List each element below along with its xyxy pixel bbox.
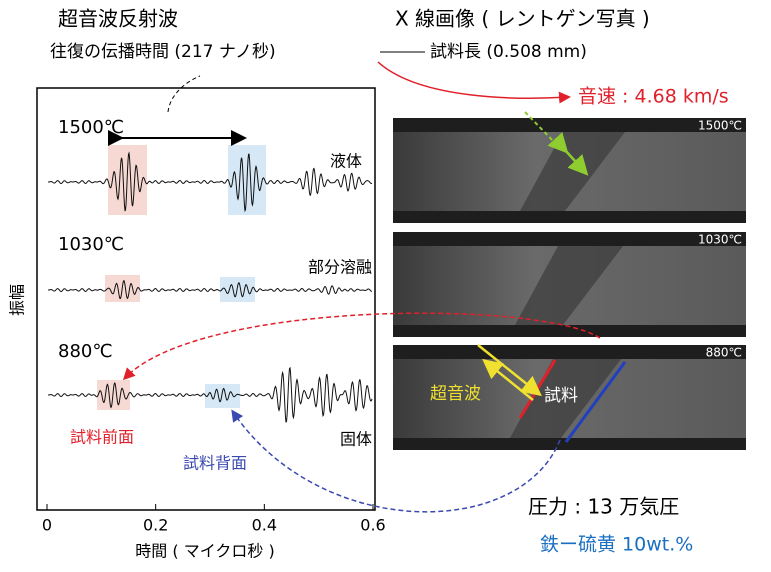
arrow xyxy=(377,61,571,104)
image-band xyxy=(393,345,746,359)
temperature: 1030℃ xyxy=(58,234,124,255)
image-band xyxy=(393,211,746,223)
image-temperature: 880℃ xyxy=(706,346,742,360)
plot: 0 0.2 0.4 0.6 1500℃ 液体 1030℃ 部分溶融 880℃ 固体 xyxy=(42,117,386,535)
x-tick-label: 0.2 xyxy=(143,516,168,535)
left-title: 超音波反射波 xyxy=(58,7,178,31)
x-tick-label: 0.6 xyxy=(360,516,385,535)
image-band xyxy=(393,325,746,337)
result: 音速 : 4.68 km/s xyxy=(578,86,729,108)
x-tick-label: 0 xyxy=(42,516,52,535)
right-title: X 線画像 ( レントゲン写真 ) xyxy=(395,7,650,31)
dashed-link xyxy=(167,75,201,113)
sample-label: 試料 xyxy=(544,386,578,406)
left-subtitle: 往復の伝播時間 (217 ナノ秒) xyxy=(50,42,276,62)
arrow xyxy=(547,132,589,176)
waveform xyxy=(48,151,373,213)
image-band xyxy=(393,118,746,132)
highlight xyxy=(205,384,240,408)
waveform xyxy=(48,279,373,300)
temperature: 880℃ xyxy=(58,341,113,362)
state: 部分溶融 xyxy=(308,258,372,277)
back-label: 試料背面 xyxy=(183,454,247,473)
front-label: 試料前面 xyxy=(70,428,134,447)
image-band xyxy=(393,438,746,450)
xray-images: 1500℃ 1030℃ 880℃ 超音波 試料 xyxy=(393,111,746,450)
image-temperature: 1030℃ xyxy=(698,233,742,247)
ultrasound-arrow xyxy=(482,358,534,401)
sample-region xyxy=(515,246,623,325)
image-temperature: 1500℃ xyxy=(698,119,742,133)
x-label: 時間 ( マイクロ秒 ) xyxy=(135,542,274,561)
plot-frame xyxy=(36,87,376,511)
state: 固体 xyxy=(340,430,372,449)
y-label: 振幅 xyxy=(8,284,27,316)
temperature: 1500℃ xyxy=(58,117,124,138)
front-arrow xyxy=(122,312,601,381)
back-arrow xyxy=(231,409,561,513)
sample-region xyxy=(510,359,621,438)
waveform xyxy=(48,366,373,423)
x-tick-label: 0.4 xyxy=(252,516,277,535)
composition: 鉄ー硫黄 10wt.% xyxy=(540,534,693,556)
ultrasound-arrow xyxy=(477,344,542,397)
right-subtitle: 試料長 (0.508 mm) xyxy=(430,42,587,62)
image-band xyxy=(393,232,746,246)
ultrasound-label: 超音波 xyxy=(430,384,481,404)
sample-back xyxy=(564,361,627,443)
pressure: 圧力 : 13 万気圧 xyxy=(528,495,679,519)
state: 液体 xyxy=(330,152,362,171)
